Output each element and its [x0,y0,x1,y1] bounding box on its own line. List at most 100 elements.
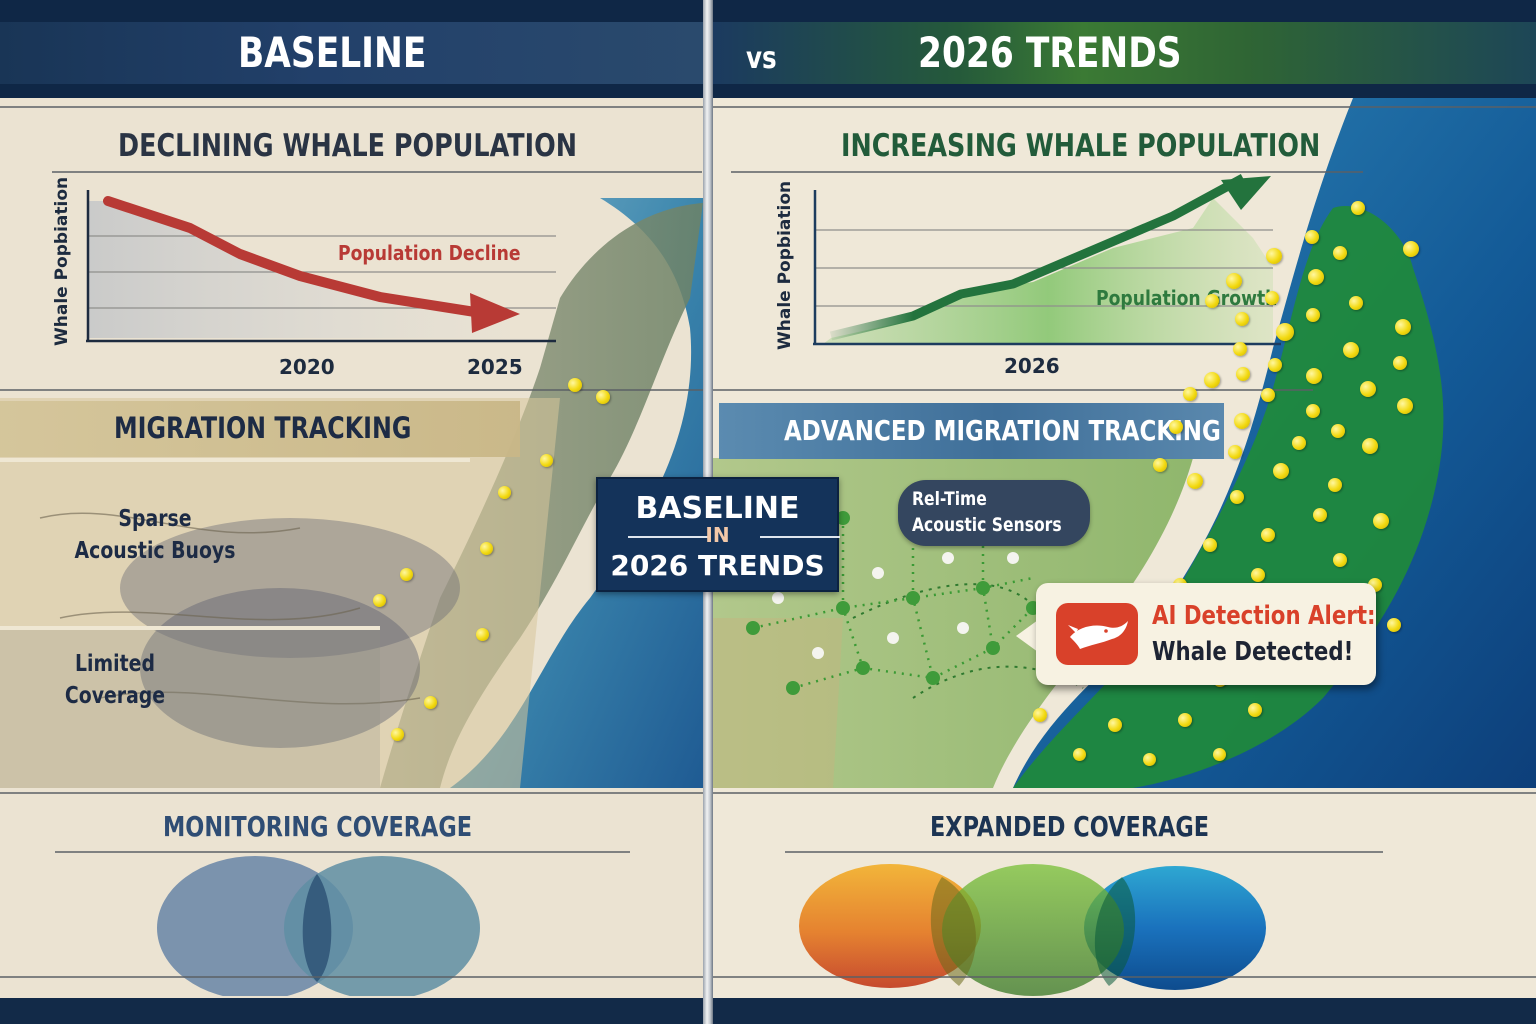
population-growth-label: Population Growth [1096,286,1278,310]
acoustic-buoy[interactable] [1305,230,1319,244]
acoustic-buoy[interactable] [1393,356,1407,370]
acoustic-buoy[interactable] [1228,445,1242,459]
acoustic-buoy[interactable] [1073,748,1086,761]
acoustic-buoy[interactable] [1153,458,1167,472]
growth-x-tick-2026: 2026 [1004,354,1060,378]
acoustic-buoy[interactable] [1328,478,1342,492]
acoustic-buoy[interactable] [1403,241,1419,257]
acoustic-buoy[interactable] [1387,618,1401,632]
limited-coverage-line1: Limited [75,651,155,677]
chart-bottom-rule [0,389,703,391]
acoustic-buoy[interactable] [1213,748,1226,761]
coverage-top-rule [0,792,703,794]
acoustic-buoy[interactable] [1108,718,1122,732]
baseline-panel: DECLINING WHALE POPULATION [0,98,703,998]
acoustic-buoy[interactable] [1178,713,1192,727]
sparse-buoys-line1: Sparse [118,506,192,532]
badge-rule-left [628,536,708,538]
acoustic-buoy[interactable] [424,696,437,709]
acoustic-buoy[interactable] [1362,438,1378,454]
header-band-baseline [0,22,703,84]
migration-tracking-band [0,401,520,457]
whale-glyph [1068,621,1128,649]
badge-rule-right [760,536,840,538]
expanded-coverage-title: EXPANDED COVERAGE [930,810,1210,843]
header: BASELINE VS 2026 TRENDS [0,0,1536,98]
acoustic-buoy[interactable] [1306,368,1322,384]
chart-bottom-rule [713,389,1313,391]
acoustic-buoy[interactable] [1268,358,1282,372]
acoustic-buoy[interactable] [1143,753,1156,766]
coverage-underline [785,851,1383,853]
acoustic-buoy[interactable] [1397,398,1413,414]
acoustic-buoy[interactable] [1033,708,1047,722]
monitoring-coverage-venn [157,856,480,996]
coverage-bottom-rule [713,976,1536,978]
acoustic-buoy[interactable] [1343,342,1359,358]
acoustic-buoy[interactable] [1273,463,1289,479]
badge-in: IN [705,523,730,547]
acoustic-buoy[interactable] [1204,372,1220,388]
acoustic-buoy[interactable] [1395,319,1411,335]
alert-message: Whale Detected! [1152,637,1354,667]
acoustic-buoy[interactable] [1261,388,1275,402]
acoustic-buoy[interactable] [1233,342,1247,356]
acoustic-buoy[interactable] [391,728,404,741]
acoustic-buoy[interactable] [1349,296,1363,310]
acoustic-buoy[interactable] [1265,291,1279,305]
baseline-coast-map [0,198,703,788]
acoustic-buoy[interactable] [1308,269,1324,285]
acoustic-buoy[interactable] [1203,538,1217,552]
acoustic-buoy[interactable] [1248,703,1262,717]
acoustic-buoy[interactable] [480,542,493,555]
declining-population-title: DECLINING WHALE POPULATION [118,128,577,164]
acoustic-buoy[interactable] [540,454,553,467]
acoustic-buoy[interactable] [1351,201,1365,215]
acoustic-buoy[interactable] [1235,312,1249,326]
acoustic-buoy[interactable] [1183,387,1197,401]
real-time-sensors-callout: Rel-Time Acoustic Sensors [898,480,1090,546]
acoustic-buoy[interactable] [1306,404,1320,418]
declining-population-chart: Whale Popbiation 2020 2025 Population De… [0,98,560,398]
sparse-buoys-line2: Acoustic Buoys [74,538,236,564]
acoustic-buoy[interactable] [596,390,610,404]
acoustic-buoy[interactable] [1292,436,1306,450]
acoustic-buoy[interactable] [1333,553,1347,567]
badge-2026-trends: 2026 TRENDS [610,549,825,582]
acoustic-buoy[interactable] [1331,424,1345,438]
acoustic-buoy[interactable] [1276,323,1294,341]
increasing-population-chart: Whale Popbiation 2026 Population Growth [713,98,1313,398]
migration-tracking-title: MIGRATION TRACKING [114,411,412,445]
increasing-population-title: INCREASING WHALE POPULATION [841,128,1321,164]
acoustic-buoy[interactable] [1373,513,1389,529]
acoustic-buoy[interactable] [1230,490,1244,504]
sensor-callout-line1: Rel-Time [912,488,987,510]
acoustic-buoy[interactable] [1306,308,1320,322]
acoustic-buoy[interactable] [1251,568,1265,582]
whale-icon [1056,603,1138,665]
acoustic-buoy[interactable] [476,628,489,641]
acoustic-buoy[interactable] [373,594,386,607]
top-rule [0,106,703,108]
acoustic-buoy[interactable] [1313,508,1327,522]
ai-detection-alert[interactable]: AI Detection Alert: Whale Detected! [1036,583,1376,685]
acoustic-buoy[interactable] [1226,273,1242,289]
acoustic-buoy[interactable] [1205,294,1219,308]
acoustic-buoy[interactable] [1169,420,1183,434]
sparse-buoys-label: Sparse Acoustic Buoys [61,503,250,567]
acoustic-buoy[interactable] [1333,246,1347,260]
acoustic-buoy[interactable] [1187,473,1203,489]
acoustic-buoy[interactable] [1266,248,1282,264]
acoustic-buoy[interactable] [498,486,511,499]
title-underline [52,171,702,173]
acoustic-buoy[interactable] [1234,413,1250,429]
acoustic-buoy[interactable] [1261,528,1275,542]
coverage-underline [55,851,630,853]
footer-bar [0,998,1536,1024]
acoustic-buoy[interactable] [1236,367,1250,381]
acoustic-buoy[interactable] [1360,381,1376,397]
acoustic-buoy[interactable] [568,378,582,392]
growth-y-axis-label: Whale Popbiation [775,180,795,350]
acoustic-buoy[interactable] [400,568,413,581]
